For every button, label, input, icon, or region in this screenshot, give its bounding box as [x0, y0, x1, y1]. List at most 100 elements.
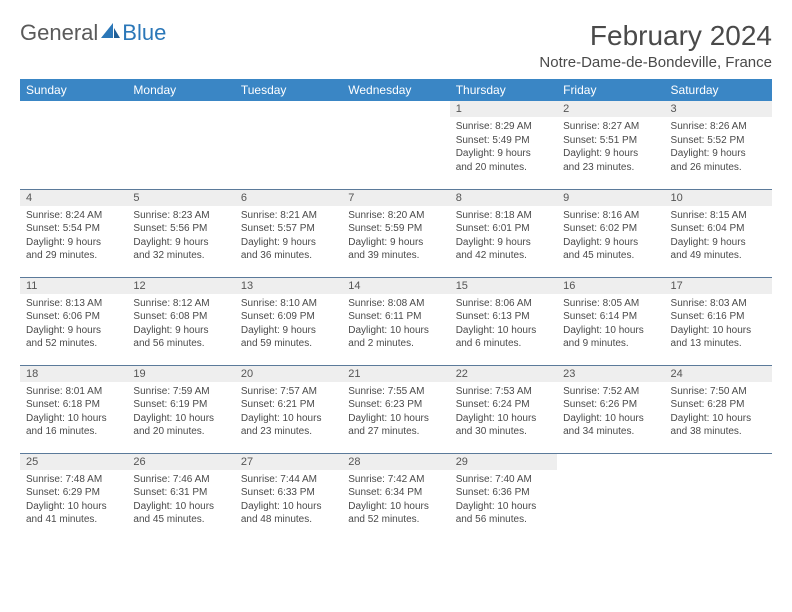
calendar-cell-empty	[342, 101, 449, 189]
calendar-cell: 16Sunrise: 8:05 AMSunset: 6:14 PMDayligh…	[557, 277, 664, 365]
sunrise-text: Sunrise: 8:12 AM	[133, 297, 228, 311]
day-number: 1	[450, 101, 557, 117]
day-details: Sunrise: 8:13 AMSunset: 6:06 PMDaylight:…	[20, 294, 127, 353]
calendar-cell: 29Sunrise: 7:40 AMSunset: 6:36 PMDayligh…	[450, 453, 557, 541]
calendar-cell: 1Sunrise: 8:29 AMSunset: 5:49 PMDaylight…	[450, 101, 557, 189]
sunrise-text: Sunrise: 8:15 AM	[671, 209, 766, 223]
sunrise-text: Sunrise: 8:06 AM	[456, 297, 551, 311]
daylight-text: and 41 minutes.	[26, 513, 121, 527]
daylight-text: Daylight: 10 hours	[671, 324, 766, 338]
daylight-text: Daylight: 9 hours	[456, 236, 551, 250]
daylight-text: and 48 minutes.	[241, 513, 336, 527]
daylight-text: and 38 minutes.	[671, 425, 766, 439]
sunset-text: Sunset: 6:14 PM	[563, 310, 658, 324]
sunrise-text: Sunrise: 8:29 AM	[456, 120, 551, 134]
day-details: Sunrise: 8:26 AMSunset: 5:52 PMDaylight:…	[665, 117, 772, 176]
sunset-text: Sunset: 5:59 PM	[348, 222, 443, 236]
sunset-text: Sunset: 6:28 PM	[671, 398, 766, 412]
day-details: Sunrise: 8:06 AMSunset: 6:13 PMDaylight:…	[450, 294, 557, 353]
sunset-text: Sunset: 6:06 PM	[26, 310, 121, 324]
day-details: Sunrise: 8:21 AMSunset: 5:57 PMDaylight:…	[235, 206, 342, 265]
sunrise-text: Sunrise: 7:42 AM	[348, 473, 443, 487]
sunrise-text: Sunrise: 8:01 AM	[26, 385, 121, 399]
day-number: 5	[127, 190, 234, 206]
day-details: Sunrise: 8:23 AMSunset: 5:56 PMDaylight:…	[127, 206, 234, 265]
day-details: Sunrise: 7:50 AMSunset: 6:28 PMDaylight:…	[665, 382, 772, 441]
calendar-cell: 17Sunrise: 8:03 AMSunset: 6:16 PMDayligh…	[665, 277, 772, 365]
day-number: 8	[450, 190, 557, 206]
sunset-text: Sunset: 6:29 PM	[26, 486, 121, 500]
day-number: 27	[235, 454, 342, 470]
month-title: February 2024	[539, 20, 772, 52]
calendar-cell: 8Sunrise: 8:18 AMSunset: 6:01 PMDaylight…	[450, 189, 557, 277]
sunset-text: Sunset: 6:09 PM	[241, 310, 336, 324]
day-details: Sunrise: 7:48 AMSunset: 6:29 PMDaylight:…	[20, 470, 127, 529]
daylight-text: Daylight: 9 hours	[26, 324, 121, 338]
day-number: 26	[127, 454, 234, 470]
calendar-cell: 6Sunrise: 8:21 AMSunset: 5:57 PMDaylight…	[235, 189, 342, 277]
daylight-text: and 27 minutes.	[348, 425, 443, 439]
calendar-cell-empty	[20, 101, 127, 189]
day-details: Sunrise: 8:10 AMSunset: 6:09 PMDaylight:…	[235, 294, 342, 353]
location: Notre-Dame-de-Bondeville, France	[539, 54, 772, 71]
calendar-cell: 28Sunrise: 7:42 AMSunset: 6:34 PMDayligh…	[342, 453, 449, 541]
weekday-header: Monday	[127, 79, 234, 101]
sunrise-text: Sunrise: 7:59 AM	[133, 385, 228, 399]
day-details: Sunrise: 7:52 AMSunset: 6:26 PMDaylight:…	[557, 382, 664, 441]
daylight-text: Daylight: 9 hours	[26, 236, 121, 250]
calendar-cell: 19Sunrise: 7:59 AMSunset: 6:19 PMDayligh…	[127, 365, 234, 453]
calendar-cell: 15Sunrise: 8:06 AMSunset: 6:13 PMDayligh…	[450, 277, 557, 365]
sunset-text: Sunset: 6:21 PM	[241, 398, 336, 412]
calendar-cell: 2Sunrise: 8:27 AMSunset: 5:51 PMDaylight…	[557, 101, 664, 189]
day-number: 23	[557, 366, 664, 382]
daylight-text: and 23 minutes.	[563, 161, 658, 175]
daylight-text: and 13 minutes.	[671, 337, 766, 351]
daylight-text: and 56 minutes.	[133, 337, 228, 351]
day-details: Sunrise: 8:08 AMSunset: 6:11 PMDaylight:…	[342, 294, 449, 353]
day-number: 19	[127, 366, 234, 382]
calendar-cell: 13Sunrise: 8:10 AMSunset: 6:09 PMDayligh…	[235, 277, 342, 365]
daylight-text: Daylight: 9 hours	[563, 147, 658, 161]
calendar-cell-empty	[557, 453, 664, 541]
sunrise-text: Sunrise: 8:27 AM	[563, 120, 658, 134]
sunset-text: Sunset: 5:52 PM	[671, 134, 766, 148]
day-details: Sunrise: 8:24 AMSunset: 5:54 PMDaylight:…	[20, 206, 127, 265]
sunrise-text: Sunrise: 8:18 AM	[456, 209, 551, 223]
daylight-text: and 45 minutes.	[133, 513, 228, 527]
sunset-text: Sunset: 6:11 PM	[348, 310, 443, 324]
daylight-text: and 29 minutes.	[26, 249, 121, 263]
daylight-text: Daylight: 10 hours	[26, 412, 121, 426]
sunrise-text: Sunrise: 7:40 AM	[456, 473, 551, 487]
calendar-cell-empty	[127, 101, 234, 189]
day-details: Sunrise: 7:57 AMSunset: 6:21 PMDaylight:…	[235, 382, 342, 441]
day-details: Sunrise: 7:42 AMSunset: 6:34 PMDaylight:…	[342, 470, 449, 529]
daylight-text: Daylight: 10 hours	[456, 412, 551, 426]
daylight-text: Daylight: 10 hours	[241, 412, 336, 426]
day-details: Sunrise: 7:53 AMSunset: 6:24 PMDaylight:…	[450, 382, 557, 441]
daylight-text: and 2 minutes.	[348, 337, 443, 351]
day-number: 21	[342, 366, 449, 382]
sunset-text: Sunset: 6:19 PM	[133, 398, 228, 412]
sunrise-text: Sunrise: 7:55 AM	[348, 385, 443, 399]
sunrise-text: Sunrise: 8:26 AM	[671, 120, 766, 134]
day-number: 16	[557, 278, 664, 294]
day-number: 18	[20, 366, 127, 382]
daylight-text: and 42 minutes.	[456, 249, 551, 263]
sunrise-text: Sunrise: 8:10 AM	[241, 297, 336, 311]
day-number: 22	[450, 366, 557, 382]
sunrise-text: Sunrise: 7:53 AM	[456, 385, 551, 399]
daylight-text: and 52 minutes.	[26, 337, 121, 351]
day-details: Sunrise: 8:29 AMSunset: 5:49 PMDaylight:…	[450, 117, 557, 176]
calendar-table: Sunday Monday Tuesday Wednesday Thursday…	[20, 79, 772, 541]
sunset-text: Sunset: 6:23 PM	[348, 398, 443, 412]
calendar-row: 1Sunrise: 8:29 AMSunset: 5:49 PMDaylight…	[20, 101, 772, 189]
calendar-cell: 10Sunrise: 8:15 AMSunset: 6:04 PMDayligh…	[665, 189, 772, 277]
daylight-text: Daylight: 10 hours	[563, 412, 658, 426]
sunset-text: Sunset: 6:18 PM	[26, 398, 121, 412]
weekday-header: Friday	[557, 79, 664, 101]
sunset-text: Sunset: 6:08 PM	[133, 310, 228, 324]
daylight-text: Daylight: 9 hours	[133, 324, 228, 338]
day-number: 25	[20, 454, 127, 470]
header: General Blue February 2024 Notre-Dame-de…	[20, 20, 772, 71]
sunset-text: Sunset: 6:33 PM	[241, 486, 336, 500]
